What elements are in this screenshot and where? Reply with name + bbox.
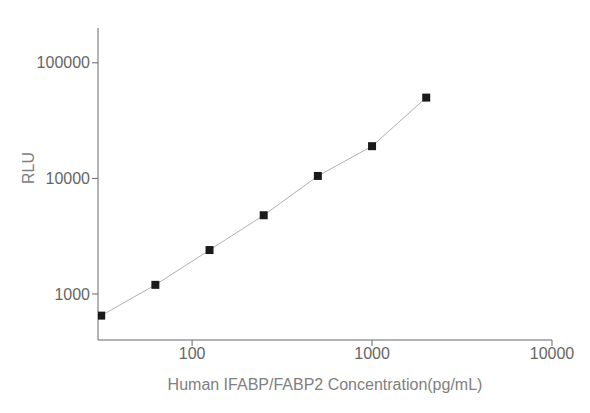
svg-text:Human IFABP/FABP2 Concentratio: Human IFABP/FABP2 Concentration(pg/mL) — [168, 376, 483, 393]
svg-text:1000: 1000 — [354, 345, 390, 362]
svg-text:100000: 100000 — [37, 54, 90, 71]
svg-text:10000: 10000 — [530, 345, 575, 362]
svg-text:1000: 1000 — [54, 286, 90, 303]
svg-text:100: 100 — [179, 345, 206, 362]
svg-text:10000: 10000 — [46, 170, 91, 187]
svg-text:RLU: RLU — [20, 152, 37, 184]
